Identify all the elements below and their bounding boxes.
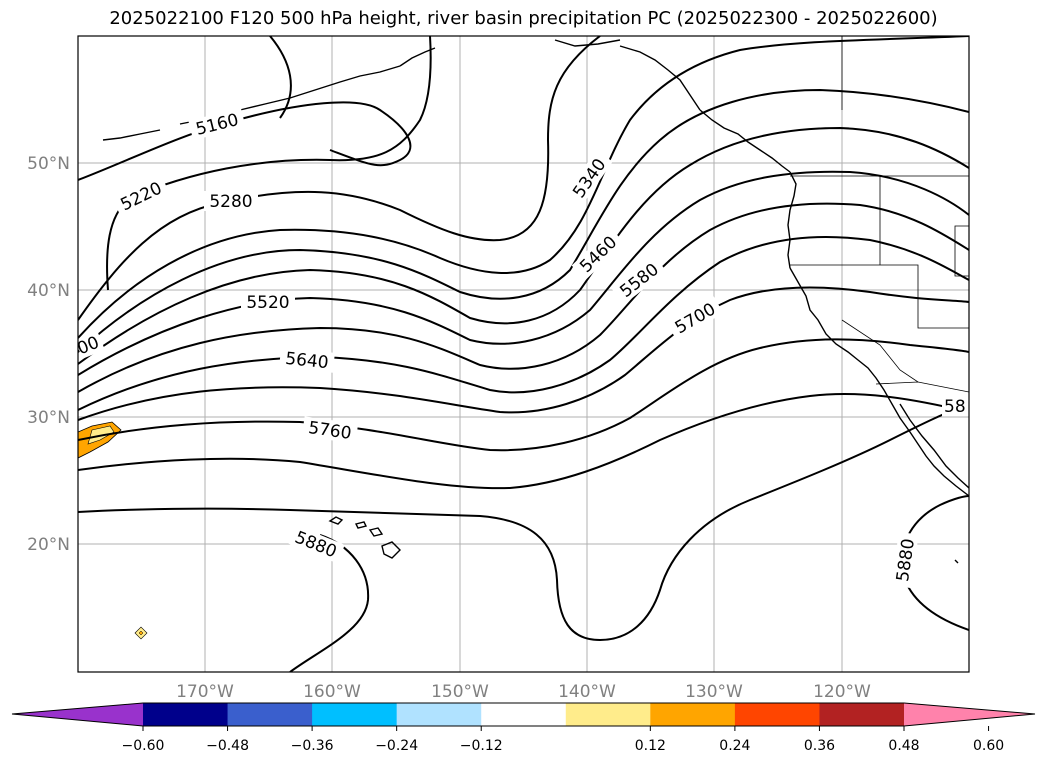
colorbar-segment xyxy=(819,703,905,726)
contour-5280 xyxy=(78,36,601,321)
colorbar-segment xyxy=(227,703,313,726)
contour-5160 xyxy=(78,101,412,181)
colorbar-segment xyxy=(396,703,482,726)
contour-5700 xyxy=(78,286,969,421)
colorbar-tick-label: −0.36 xyxy=(291,738,334,754)
colorbar-ticks: −0.60 −0.48 −0.36 −0.24 −0.12 0.12 0.24 0.36 0.4… xyxy=(122,726,1004,754)
contour-label-5520: 5520 xyxy=(246,293,289,313)
lon-label-160w: 160°W xyxy=(303,682,361,702)
colorbar-segments xyxy=(12,703,1035,726)
colorbar-segment xyxy=(650,703,736,726)
colorbar-tick-label: 0.24 xyxy=(719,738,750,754)
colorbar-tick-label: −0.60 xyxy=(122,738,165,754)
colorbar-extend-low xyxy=(12,703,143,726)
colorbar-segment xyxy=(734,703,820,726)
colorbar-tick-label: −0.24 xyxy=(375,738,418,754)
contour-5160b xyxy=(269,36,292,119)
colorbar-extend-high xyxy=(904,703,1035,726)
height-contours xyxy=(78,36,969,672)
colorbar-segment xyxy=(565,703,651,726)
lon-label-170w: 170°W xyxy=(176,682,234,702)
colorbar: −0.60 −0.48 −0.36 −0.24 −0.12 0.12 0.24 0.36 0.4… xyxy=(11,702,1036,754)
lon-label-150w: 150°W xyxy=(431,682,489,702)
contour-label-5640: 5640 xyxy=(284,349,329,373)
lon-label-120w: 120°W xyxy=(813,682,871,702)
precip-anomaly-patches xyxy=(78,421,148,640)
lon-label-140w: 140°W xyxy=(558,682,616,702)
colorbar-tick-label: 0.48 xyxy=(888,738,919,754)
contour-5340 xyxy=(78,36,969,339)
colorbar-tick-label: −0.48 xyxy=(206,738,249,754)
contour-label-partial-east: 58 xyxy=(944,397,966,417)
lat-label-50: 50°N xyxy=(27,154,70,174)
contour-5400 xyxy=(78,88,969,353)
colorbar-segment xyxy=(481,703,567,726)
map-frame xyxy=(77,35,970,673)
coastlines xyxy=(102,39,969,564)
contour-5820 xyxy=(78,392,969,490)
contour-label-backgrounds xyxy=(78,107,969,589)
lat-label-40: 40°N xyxy=(27,281,70,301)
colorbar-tick-label: 0.60 xyxy=(973,738,1004,754)
colorbar-segment xyxy=(143,703,229,726)
colorbar-segment xyxy=(312,703,398,726)
contour-5580 xyxy=(78,202,969,393)
contour-5220 xyxy=(106,36,432,291)
lat-label-30: 30°N xyxy=(27,408,70,428)
lon-label-130w: 130°W xyxy=(685,682,743,702)
map-area: 5160 5220 5280 5340 5460 5520 5580 5640 … xyxy=(78,36,969,672)
contour-5760 xyxy=(78,338,969,452)
colorbar-tick-label: 0.36 xyxy=(804,738,835,754)
contour-5460 xyxy=(78,126,969,365)
colorbar-tick-label: −0.12 xyxy=(460,738,503,754)
lat-label-20: 20°N xyxy=(27,535,70,555)
contour-label-5280: 5280 xyxy=(209,192,252,212)
map-title: 2025022100 F120 500 hPa height, river ba… xyxy=(109,8,938,29)
longitude-labels: 170°W 160°W 150°W 140°W 130°W 120°W xyxy=(176,682,871,702)
latitude-labels: 50°N 40°N 30°N 20°N xyxy=(27,154,70,555)
contour-5880-south xyxy=(289,534,370,672)
contour-5880-west xyxy=(78,404,969,642)
colorbar-tick-label: 0.12 xyxy=(635,738,666,754)
